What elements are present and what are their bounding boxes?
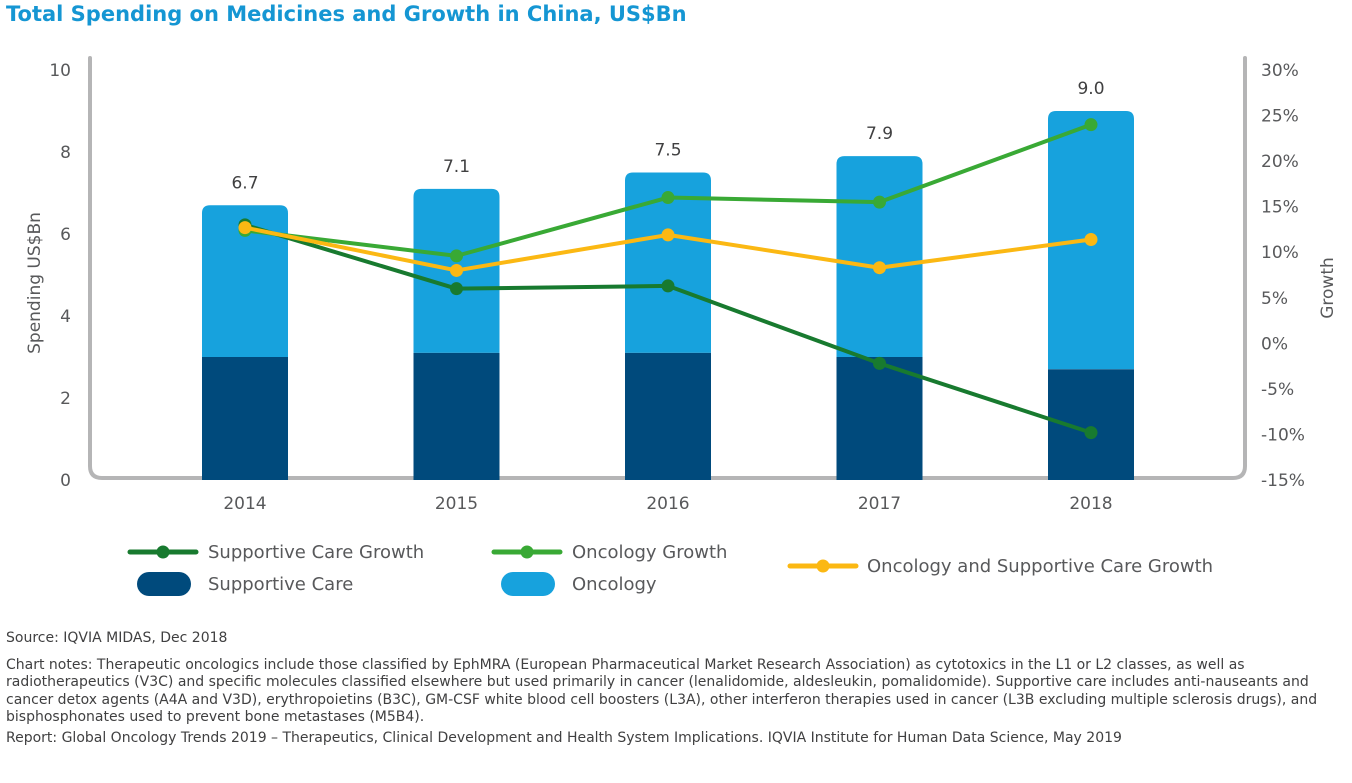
growth-lines bbox=[238, 118, 1098, 440]
bar-supportive-care bbox=[413, 352, 500, 480]
legend-marker-supportive-care-growth bbox=[156, 545, 170, 559]
chart-title: Total Spending on Medicines and Growth i… bbox=[6, 2, 687, 26]
point-oncology-and-supportive-care-growth bbox=[873, 261, 886, 275]
bar-total-label: 9.0 bbox=[1077, 79, 1104, 99]
point-oncology-growth bbox=[1084, 118, 1098, 132]
chart-svg: 0 2 4 6 8 10 -15% -10% -5% 0% 5% 10% 15% 20% 25% 30% S… bbox=[25, 56, 1338, 596]
point-supportive-care-growth bbox=[661, 279, 675, 293]
chart-notes: Source: IQVIA MIDAS, Dec 2018 Chart note… bbox=[6, 630, 1346, 747]
y2-tick-label: 10% bbox=[1261, 243, 1299, 263]
bar-oncology bbox=[836, 156, 923, 357]
point-oncology-and-supportive-care-growth bbox=[661, 228, 675, 242]
right-axis-ticks: -15% -10% -5% 0% 5% 10% 15% 20% 25% 30% bbox=[1261, 61, 1305, 491]
y-tick-label: 0 bbox=[60, 471, 71, 491]
x-tick-label: 2014 bbox=[223, 494, 266, 514]
x-tick-label: 2017 bbox=[858, 494, 901, 514]
point-oncology-and-supportive-care-growth bbox=[450, 263, 463, 277]
bar-total-label: 7.1 bbox=[443, 157, 470, 177]
legend-label-supportive-care: Supportive Care bbox=[208, 574, 353, 595]
y2-tick-label: 15% bbox=[1261, 198, 1299, 218]
point-supportive-care-growth bbox=[873, 356, 886, 370]
legend-marker-oncology-growth bbox=[520, 545, 534, 559]
legend-label-oncology-growth: Oncology Growth bbox=[572, 542, 727, 563]
y-tick-label: 6 bbox=[60, 225, 71, 245]
legend: Supportive Care Growth Oncology Growth Onc… bbox=[127, 542, 1213, 596]
y-tick-label: 8 bbox=[60, 143, 71, 163]
y2-tick-label: 25% bbox=[1261, 107, 1299, 127]
legend-marker-oncology-and-supportive-care-growth bbox=[816, 559, 830, 573]
legend-label-oncology: Oncology bbox=[572, 574, 657, 595]
y-axis-label: Spending US$Bn bbox=[25, 212, 45, 354]
bar-supportive-care bbox=[202, 357, 288, 480]
y2-tick-label: -5% bbox=[1261, 380, 1294, 400]
y2-tick-label: 30% bbox=[1261, 61, 1299, 81]
legend-label-oncology-and-supportive-care-growth: Oncology and Supportive Care Growth bbox=[867, 556, 1213, 577]
report-note: Report: Global Oncology Trends 2019 – Th… bbox=[6, 729, 1122, 746]
y2-tick-label: 20% bbox=[1261, 152, 1299, 172]
point-oncology-and-supportive-care-growth bbox=[1084, 232, 1098, 246]
point-oncology-and-supportive-care-growth bbox=[238, 221, 252, 235]
point-oncology-growth bbox=[873, 195, 886, 209]
legend-swatch-oncology bbox=[501, 572, 555, 596]
y2-tick-label: 5% bbox=[1261, 289, 1288, 309]
bar-total-label: 7.9 bbox=[866, 124, 893, 144]
x-tick-label: 2016 bbox=[646, 494, 689, 514]
x-axis-ticks: 2014 2015 2016 2017 2018 bbox=[223, 494, 1112, 514]
left-axis-ticks: 0 2 4 6 8 10 bbox=[49, 61, 71, 491]
bar-supportive-care bbox=[625, 352, 711, 480]
point-oncology-growth bbox=[450, 249, 463, 263]
source-note: Source: IQVIA MIDAS, Dec 2018 bbox=[6, 630, 228, 646]
y2-tick-label: -15% bbox=[1261, 471, 1305, 491]
legend-swatch-supportive-care bbox=[137, 572, 191, 596]
bar-oncology bbox=[202, 205, 288, 357]
bar-supportive-care bbox=[836, 357, 923, 480]
y2-tick-label: 0% bbox=[1261, 334, 1288, 354]
y-tick-label: 4 bbox=[60, 307, 71, 327]
chart-notes-text: Chart notes: Therapeutic oncologics incl… bbox=[6, 656, 1318, 726]
point-oncology-growth bbox=[661, 191, 675, 205]
bar-oncology bbox=[625, 172, 711, 353]
point-supportive-care-growth bbox=[1084, 426, 1098, 440]
point-supportive-care-growth bbox=[450, 282, 463, 296]
y-tick-label: 2 bbox=[60, 389, 71, 409]
x-tick-label: 2015 bbox=[435, 494, 478, 514]
y-tick-label: 10 bbox=[49, 61, 71, 81]
bar-total-label: 6.7 bbox=[231, 173, 258, 193]
y2-tick-label: -10% bbox=[1261, 425, 1305, 445]
bars: 6.7 7.1 7.5 7.9 9.0 bbox=[202, 79, 1134, 480]
bar-total-label: 7.5 bbox=[654, 141, 681, 161]
x-tick-label: 2018 bbox=[1069, 494, 1112, 514]
legend-label-supportive-care-growth: Supportive Care Growth bbox=[208, 542, 424, 563]
y2-axis-label: Growth bbox=[1318, 257, 1338, 319]
